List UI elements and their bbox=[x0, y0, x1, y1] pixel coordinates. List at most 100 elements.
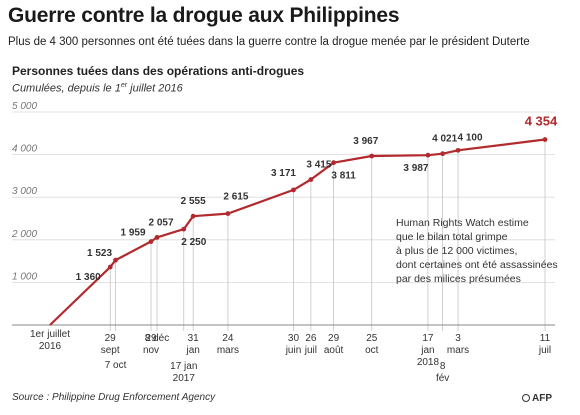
x-tick-label: 11 juil bbox=[538, 333, 551, 356]
series-path bbox=[49, 138, 546, 326]
series-line bbox=[49, 137, 548, 326]
value-label: 1 360 bbox=[76, 272, 101, 283]
y-axis-labels: 1 000 2 000 3 000 4 000 5 000 bbox=[11, 101, 37, 282]
data-point bbox=[107, 264, 113, 270]
x-tick-label-line: sept bbox=[101, 345, 120, 356]
gridlines bbox=[12, 111, 555, 283]
y-tick-label: 5 000 bbox=[12, 101, 37, 112]
x-tick-label: 29 nov bbox=[143, 333, 159, 356]
value-label-latest: 4 354 bbox=[525, 114, 558, 129]
x-tick-label: 30 juin bbox=[285, 333, 302, 356]
chart-title: Guerre contre la drogue aux Philippines bbox=[8, 4, 400, 27]
value-label: 1 523 bbox=[87, 248, 112, 259]
value-labels: 1 360 1 523 1 959 2 057 2 250 2 555 2 615 3 171… bbox=[76, 114, 558, 284]
x-tick-label-line: 1er juillet bbox=[30, 329, 70, 340]
data-point bbox=[308, 177, 314, 182]
x-tick-label-line: fév bbox=[436, 373, 449, 384]
x-tick-label-line: 17 bbox=[422, 333, 434, 344]
drop-lines bbox=[109, 139, 546, 331]
x-tick-label-line: 24 bbox=[222, 333, 234, 344]
data-point bbox=[542, 137, 548, 142]
x-tick-label-line: mars bbox=[447, 345, 469, 356]
x-tick-label: 8 fév bbox=[436, 361, 449, 384]
section-subtitle-post: juillet 2016 bbox=[127, 82, 183, 95]
x-tick-label-line: 29 bbox=[105, 333, 117, 344]
x-tick-label: 25 oct bbox=[365, 333, 379, 356]
afp-logo-icon bbox=[522, 394, 530, 402]
value-label: 2 057 bbox=[149, 217, 174, 228]
x-tick-label-line: 8 déc bbox=[145, 333, 169, 344]
value-label: 4 021 bbox=[432, 134, 457, 145]
x-tick-label-line: 11 bbox=[540, 333, 551, 344]
section-subtitle-pre: Cumulées, depuis le 1 bbox=[12, 82, 121, 95]
data-point bbox=[190, 213, 196, 219]
x-tick-label: 17 jan 2017 bbox=[170, 361, 197, 384]
afp-logo: AFP bbox=[522, 393, 552, 404]
data-point bbox=[154, 234, 160, 240]
x-tick-label: 24 mars bbox=[217, 333, 239, 356]
value-label: 3 415 bbox=[306, 160, 331, 171]
value-label: 2 615 bbox=[223, 192, 248, 203]
section-subtitle: Cumulées, depuis le 1er juillet 2016 bbox=[12, 82, 183, 95]
y-tick-label: 1 000 bbox=[12, 271, 37, 282]
x-tick-label-line: 29 bbox=[328, 333, 340, 344]
y-tick-label: 4 000 bbox=[12, 144, 37, 155]
chart-subtitle: Plus de 4 300 personnes ont été tuées da… bbox=[8, 36, 530, 48]
x-tick-label-line: 7 oct bbox=[105, 360, 127, 371]
x-tick-label-line: mars bbox=[217, 345, 239, 356]
x-tick-label-line: 30 bbox=[288, 333, 300, 344]
x-tick-label: 31 jan bbox=[185, 333, 199, 356]
x-tick-label-line: jan bbox=[420, 345, 434, 356]
x-tick-label-line: jan bbox=[185, 345, 199, 356]
value-label: 2 250 bbox=[181, 237, 206, 248]
x-tick-label-line: juil bbox=[538, 345, 551, 356]
x-tick-label-line: 2017 bbox=[173, 373, 196, 384]
x-tick-label-line: 31 bbox=[188, 333, 200, 344]
data-point bbox=[369, 153, 375, 159]
value-label: 3 171 bbox=[271, 168, 296, 179]
data-point bbox=[225, 211, 231, 217]
x-tick-label: 17 jan 2018 bbox=[417, 333, 440, 368]
x-tick-label-line: 2016 bbox=[39, 341, 62, 352]
section-title: Personnes tuées dans des opérations anti… bbox=[12, 64, 305, 78]
source-note: Source : Philippine Drug Enforcement Age… bbox=[12, 392, 216, 403]
x-tick-label-line: juil bbox=[304, 345, 317, 356]
x-tick-label-line: 2018 bbox=[417, 357, 440, 368]
data-point bbox=[291, 187, 296, 193]
data-point bbox=[113, 257, 118, 263]
x-tick-label-line: oct bbox=[365, 345, 379, 356]
x-tick-label: 26 juil bbox=[304, 333, 317, 356]
data-point bbox=[425, 152, 431, 158]
x-tick-label-line: nov bbox=[143, 345, 159, 356]
data-point bbox=[455, 147, 461, 153]
value-label: 2 555 bbox=[181, 196, 206, 207]
x-tick-label-line: 26 bbox=[305, 333, 317, 344]
y-tick-label: 2 000 bbox=[11, 229, 37, 240]
x-tick-label-line: 8 bbox=[440, 361, 446, 372]
afp-logo-text: AFP bbox=[532, 393, 552, 404]
value-label: 1 959 bbox=[120, 228, 145, 239]
x-tick-label-line: août bbox=[324, 345, 344, 356]
section-subtitle-sup: er bbox=[120, 82, 128, 89]
data-point bbox=[331, 160, 337, 166]
y-tick-label: 3 000 bbox=[12, 186, 37, 197]
x-tick-label-line: 25 bbox=[366, 333, 378, 344]
value-label: 4 100 bbox=[458, 132, 483, 143]
x-tick-label: 29 sept bbox=[101, 333, 120, 356]
x-tick-label: 1er juillet 2016 bbox=[30, 329, 70, 352]
x-tick-label: 29 août bbox=[324, 333, 344, 356]
x-tick-label-line: 3 bbox=[455, 333, 461, 344]
x-tick-label: 8 déc bbox=[145, 333, 169, 344]
data-point bbox=[148, 239, 154, 244]
hrw-annotation: Human Rights Watch estime que le bilan t… bbox=[396, 217, 558, 285]
x-tick-label-line: 17 jan bbox=[170, 361, 197, 372]
x-tick-label-line: 29 bbox=[145, 333, 157, 344]
value-label: 3 987 bbox=[403, 163, 428, 174]
x-tick-label: 3 mars bbox=[447, 333, 469, 356]
x-tick-label: 7 oct bbox=[105, 360, 127, 371]
data-point bbox=[440, 151, 446, 157]
value-label: 3 811 bbox=[331, 171, 356, 182]
